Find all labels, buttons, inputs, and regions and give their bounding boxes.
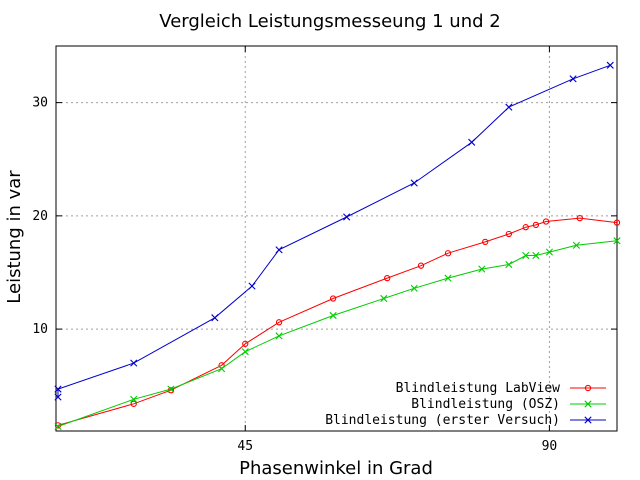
legend-marker	[584, 400, 592, 408]
y-tick-label: 20	[32, 209, 48, 224]
data-point	[275, 246, 283, 254]
legend-item: Blindleistung (erster Versuch)	[325, 413, 606, 428]
data-point	[478, 265, 486, 273]
legend-label: Blindleistung (OSZ)	[411, 397, 560, 412]
data-point	[545, 248, 553, 256]
data-point	[218, 365, 226, 373]
data-point	[329, 311, 337, 320]
series-line	[57, 64, 611, 397]
series-layer	[54, 61, 621, 431]
chart-title: Vergleich Leistungsmesseung 1 und 2	[159, 11, 500, 32]
x-tick-label: 90	[542, 439, 558, 454]
data-point	[130, 400, 137, 407]
data-point	[343, 213, 351, 221]
data-point	[505, 103, 513, 111]
data-point	[532, 251, 540, 260]
data-point	[380, 294, 388, 303]
data-point	[444, 274, 452, 282]
series-line	[57, 217, 618, 426]
data-point	[522, 224, 529, 231]
data-point	[606, 61, 614, 69]
data-point	[167, 385, 175, 393]
data-point	[505, 230, 513, 238]
data-point	[242, 340, 249, 347]
legend-marker	[584, 384, 592, 392]
data-point	[569, 75, 577, 83]
data-point	[329, 295, 337, 302]
legend-marker	[584, 416, 592, 424]
data-point	[444, 250, 452, 257]
y-tick-label: 10	[32, 322, 48, 337]
data-point	[532, 221, 540, 229]
y-tick-label: 30	[32, 96, 48, 111]
data-point	[384, 274, 391, 282]
grid	[56, 46, 617, 431]
legend-label: Blindleistung LabView	[396, 381, 561, 396]
series-2	[54, 237, 621, 431]
data-point	[54, 422, 62, 431]
data-point	[482, 238, 489, 246]
data-point	[410, 284, 418, 292]
series-1	[54, 214, 621, 429]
data-point	[410, 179, 418, 187]
data-point	[417, 262, 425, 269]
data-point	[275, 319, 283, 326]
data-point	[211, 314, 219, 322]
series-3	[54, 61, 614, 401]
data-point	[130, 359, 138, 367]
x-tick-label: 45	[237, 439, 253, 454]
legend-item: Blindleistung LabView	[396, 381, 606, 396]
y-axis-label: Leistung in var	[4, 170, 25, 304]
data-point	[54, 393, 62, 401]
data-point	[218, 362, 225, 369]
data-point	[613, 219, 621, 226]
data-point	[248, 282, 256, 290]
legend-item: Blindleistung (OSZ)	[411, 397, 606, 412]
data-point	[54, 385, 62, 393]
data-point	[130, 395, 138, 403]
data-point	[468, 138, 476, 146]
plot-frame	[55, 45, 618, 432]
data-point	[522, 251, 530, 260]
data-point	[505, 260, 513, 269]
data-point	[576, 214, 583, 222]
data-point	[542, 218, 550, 225]
legend-label: Blindleistung (erster Versuch)	[325, 413, 560, 428]
data-point	[572, 241, 581, 249]
x-axis-label: Phasenwinkel in Grad	[239, 458, 433, 479]
ticks: 45 90 10 20 30	[32, 46, 617, 454]
data-point	[613, 237, 621, 245]
data-point	[241, 348, 249, 356]
data-point	[275, 332, 283, 340]
